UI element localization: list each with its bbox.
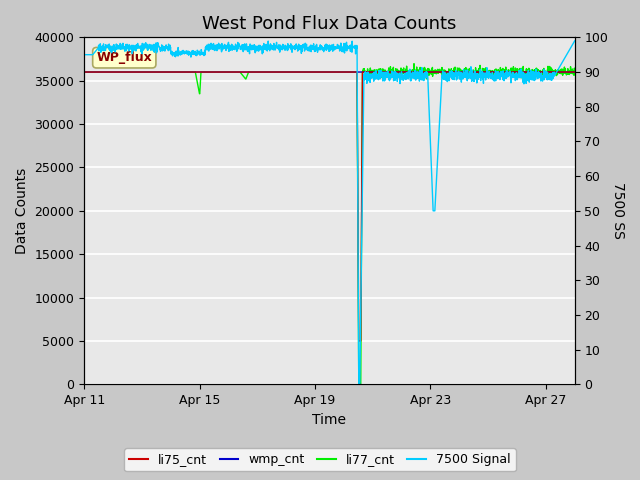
Legend: li75_cnt, wmp_cnt, li77_cnt, 7500 Signal: li75_cnt, wmp_cnt, li77_cnt, 7500 Signal xyxy=(124,448,516,471)
Y-axis label: 7500 SS: 7500 SS xyxy=(611,182,625,239)
X-axis label: Time: Time xyxy=(312,413,346,427)
Title: West Pond Flux Data Counts: West Pond Flux Data Counts xyxy=(202,15,456,33)
Y-axis label: Data Counts: Data Counts xyxy=(15,168,29,254)
Text: WP_flux: WP_flux xyxy=(97,51,152,64)
